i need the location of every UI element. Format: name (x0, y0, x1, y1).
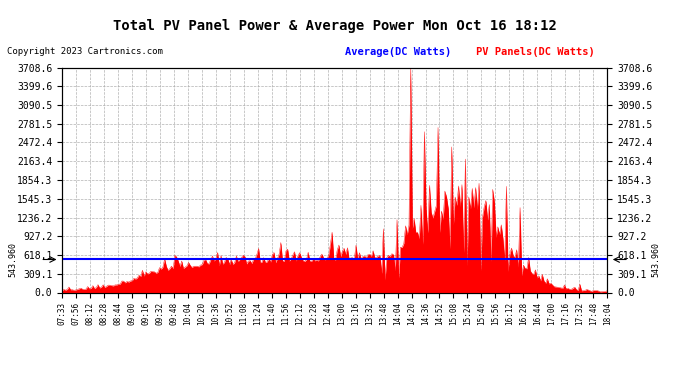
Text: Copyright 2023 Cartronics.com: Copyright 2023 Cartronics.com (7, 47, 163, 56)
Text: PV Panels(DC Watts): PV Panels(DC Watts) (476, 47, 595, 57)
Text: 543.960: 543.960 (652, 242, 661, 277)
Text: 543.960: 543.960 (8, 242, 17, 277)
Text: Average(DC Watts): Average(DC Watts) (345, 47, 451, 57)
Text: Total PV Panel Power & Average Power Mon Oct 16 18:12: Total PV Panel Power & Average Power Mon… (112, 19, 557, 33)
